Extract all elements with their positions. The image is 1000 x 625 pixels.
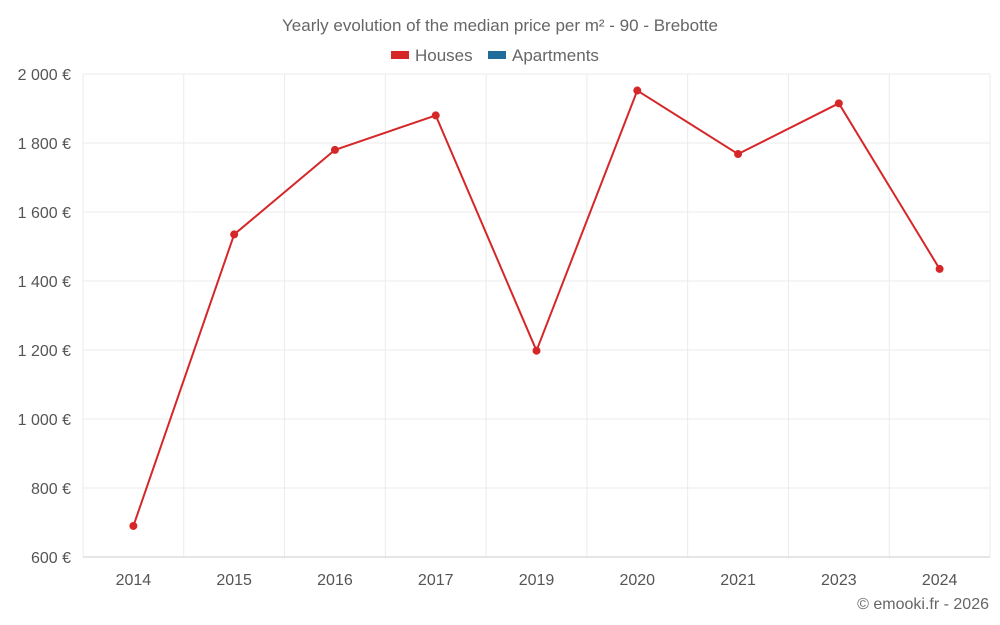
- legend-item-apartments[interactable]: Apartments: [488, 46, 599, 65]
- legend: Houses Apartments: [391, 46, 599, 65]
- data-point-houses[interactable]: [431, 111, 440, 120]
- data-point-houses[interactable]: [532, 346, 541, 355]
- data-point-houses[interactable]: [834, 99, 843, 108]
- y-tick-label: 800 €: [31, 481, 71, 498]
- grid: [82, 73, 991, 557]
- data-point-houses[interactable]: [129, 521, 138, 530]
- legend-label-apartments: Apartments: [512, 46, 599, 65]
- x-tick-label: 2020: [619, 572, 655, 589]
- x-tick-label: 2023: [821, 572, 857, 589]
- x-tick-label: 2021: [720, 572, 756, 589]
- y-tick-label: 2 000 €: [18, 67, 71, 84]
- data-point-houses[interactable]: [330, 145, 339, 154]
- data-point-houses[interactable]: [230, 230, 239, 239]
- y-tick-label: 1 200 €: [18, 343, 71, 360]
- legend-item-houses[interactable]: Houses: [391, 46, 473, 65]
- legend-swatch-houses: [391, 51, 409, 59]
- y-tick-label: 1 800 €: [18, 136, 71, 153]
- x-tick-label: 2017: [418, 572, 454, 589]
- chart-title: Yearly evolution of the median price per…: [282, 16, 718, 35]
- y-tick-label: 1 600 €: [18, 205, 71, 222]
- x-tick-label: 2024: [922, 572, 958, 589]
- y-axis-ticks: 600 € 800 € 1 000 € 1 200 € 1 400 € 1 600 € 1 …: [18, 67, 71, 567]
- credit-text: © emooki.fr - 2026: [857, 596, 989, 613]
- x-tick-label: 2014: [116, 572, 152, 589]
- x-tick-label: 2019: [519, 572, 555, 589]
- x-axis-ticks: 2014 2015 2016 2017 2019 2020 2021 2023 2024: [116, 572, 958, 589]
- data-point-houses[interactable]: [734, 150, 743, 159]
- y-tick-label: 1 400 €: [18, 274, 71, 291]
- series-houses: [129, 86, 944, 530]
- x-tick-label: 2015: [216, 572, 252, 589]
- x-tick-label: 2016: [317, 572, 353, 589]
- data-point-houses[interactable]: [935, 264, 944, 273]
- y-tick-label: 600 €: [31, 550, 71, 567]
- series-line-houses: [132, 89, 941, 527]
- legend-label-houses: Houses: [415, 46, 473, 65]
- data-point-houses[interactable]: [633, 86, 642, 95]
- legend-swatch-apartments: [488, 51, 506, 59]
- y-tick-label: 1 000 €: [18, 412, 71, 429]
